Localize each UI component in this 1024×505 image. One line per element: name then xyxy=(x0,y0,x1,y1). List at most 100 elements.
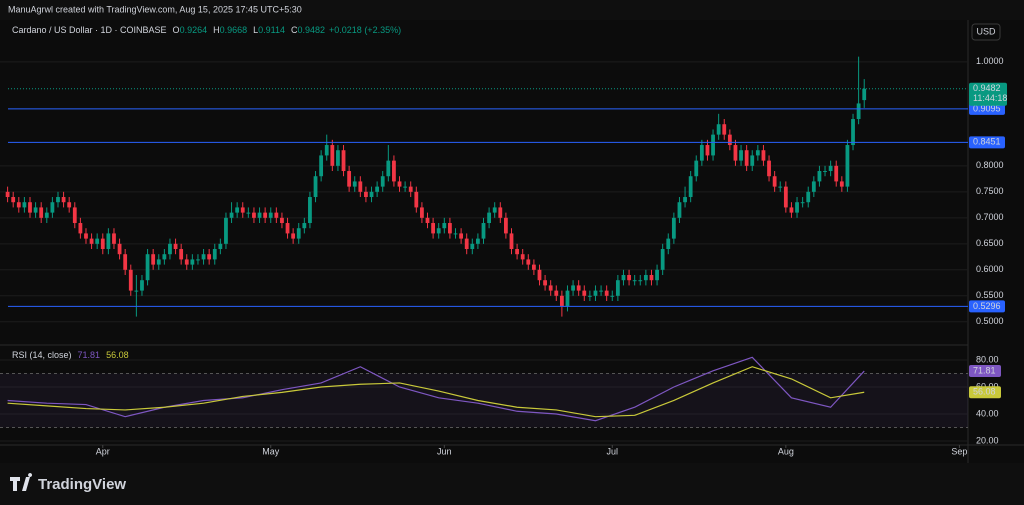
candle-body xyxy=(800,202,805,204)
candle-body xyxy=(106,233,111,250)
candle-body xyxy=(498,207,503,218)
candle-body xyxy=(89,238,94,244)
candle-body xyxy=(520,254,525,260)
candle-body xyxy=(739,150,743,161)
candle-body xyxy=(179,249,184,260)
candle-body xyxy=(442,223,447,229)
candle-body xyxy=(184,259,189,265)
candle-body xyxy=(100,238,105,250)
rsi-title: RSI (14, close) xyxy=(12,350,72,360)
candle-body xyxy=(201,254,206,260)
footer xyxy=(0,470,1024,505)
candle-body xyxy=(408,186,413,192)
candle-body xyxy=(839,181,844,187)
candle-body xyxy=(767,160,771,177)
y-tick-label: 0.7000 xyxy=(976,212,1004,222)
candle-body xyxy=(431,223,436,234)
candle-body xyxy=(156,259,161,265)
candle-body xyxy=(352,181,357,187)
candle-body xyxy=(464,238,469,250)
y-tick-label: 0.5000 xyxy=(976,316,1004,326)
candle-body xyxy=(5,191,10,198)
candle-body xyxy=(487,212,491,224)
candle-body xyxy=(397,181,402,187)
candle-body xyxy=(655,269,659,281)
level-tag xyxy=(969,300,1005,313)
candle-body xyxy=(862,88,867,101)
candle-body xyxy=(503,217,508,234)
currency-button[interactable] xyxy=(971,23,1001,41)
candle-body xyxy=(755,150,760,156)
rsi-header: RSI (14, close) 71.81 56.08 xyxy=(12,350,129,360)
level-label: 0.8451 xyxy=(973,137,1001,147)
candle-body xyxy=(302,223,307,229)
candle-body xyxy=(587,295,592,297)
rsi-tag-label: 56.08 xyxy=(973,387,996,397)
candle-body xyxy=(699,145,704,161)
candle-body xyxy=(727,134,732,146)
candle-body xyxy=(643,275,648,281)
x-tick-label: Jun xyxy=(437,446,452,456)
candle-body xyxy=(117,243,122,255)
candle-body xyxy=(11,197,16,203)
candle-body xyxy=(621,275,626,281)
candle-body xyxy=(207,254,212,260)
candle-body xyxy=(436,228,441,234)
candle-body xyxy=(341,150,346,172)
candle-body xyxy=(481,223,486,239)
candle-body xyxy=(711,134,715,156)
rsi-band xyxy=(0,373,968,428)
candle-body xyxy=(559,295,564,307)
candle-body xyxy=(392,160,396,182)
candle-body xyxy=(145,254,150,281)
candle-body xyxy=(336,150,340,166)
y-tick-label: 0.5500 xyxy=(976,290,1004,300)
price-tag xyxy=(969,82,1007,106)
candle-body xyxy=(744,150,749,166)
watermark: ManuAgrwl created with TradingView.com, … xyxy=(8,4,302,14)
candle-body xyxy=(789,207,794,213)
candle-body xyxy=(308,197,312,224)
candle-body xyxy=(806,191,811,203)
currency[interactable]: USD xyxy=(976,26,996,36)
candle-body xyxy=(291,233,296,239)
level-label: 0.9095 xyxy=(973,103,1001,113)
candle-body xyxy=(140,280,144,291)
level-tag xyxy=(969,136,1005,149)
candle-body xyxy=(509,233,514,250)
candle-body xyxy=(565,290,570,307)
candle-body xyxy=(84,233,88,239)
candle-body xyxy=(688,176,693,198)
candle-body xyxy=(795,202,799,213)
candle-body xyxy=(705,145,710,156)
rsi-line xyxy=(7,366,865,418)
candle-body xyxy=(778,186,783,188)
candle-body xyxy=(112,233,116,244)
candle-body xyxy=(604,290,609,296)
candle-body xyxy=(543,280,547,286)
ohlc-key: O xyxy=(173,25,180,35)
candle-body xyxy=(296,228,301,239)
candle-body xyxy=(162,254,167,260)
candle-body xyxy=(632,280,637,282)
brand: TradingView xyxy=(38,476,126,493)
candle-body xyxy=(453,233,458,235)
y-tick-label: 0.7500 xyxy=(976,186,1004,196)
rsi-value: 56.08 xyxy=(106,350,129,360)
candle-body xyxy=(834,165,839,182)
ohlc-key: H xyxy=(213,25,220,35)
candle-body xyxy=(319,155,324,177)
candle-body xyxy=(134,290,139,292)
x-tick-label: Jul xyxy=(607,446,619,456)
candle-body xyxy=(235,207,240,213)
candle-body xyxy=(22,202,27,208)
y-tick-label: 1.0000 xyxy=(976,56,1004,66)
candle-body xyxy=(123,254,128,270)
candle-body xyxy=(151,254,156,265)
y-tick-label: 0.8000 xyxy=(976,160,1004,170)
y-tick-label: 0.6000 xyxy=(976,264,1004,274)
x-tick-label: Aug xyxy=(778,446,794,456)
candle-body xyxy=(420,207,424,218)
candle-body xyxy=(515,249,519,255)
candle-body xyxy=(380,176,385,187)
